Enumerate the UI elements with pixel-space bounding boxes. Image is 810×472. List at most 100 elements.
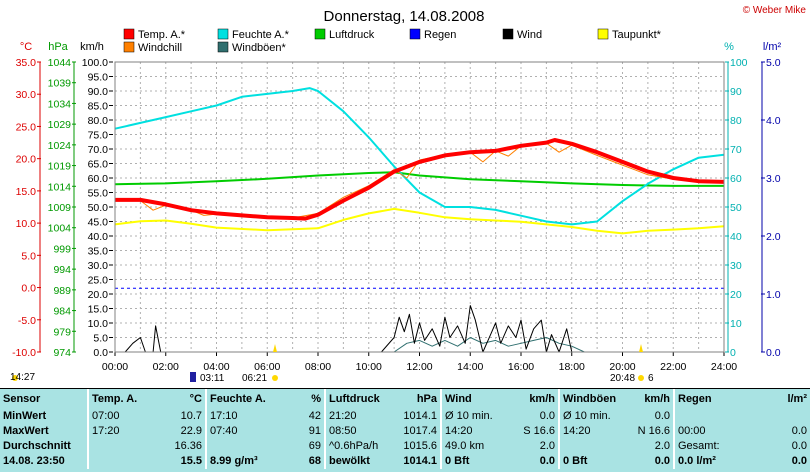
- pressure-tick-label: 1029: [48, 119, 72, 131]
- x-tick-label: 20:00: [609, 361, 635, 373]
- humidity-tick-label: 80: [730, 115, 742, 127]
- stats-cell-press-val: 1017.4: [403, 425, 437, 437]
- moon-left-icon: [12, 375, 18, 381]
- stats-cell-hum-val: 69: [308, 440, 321, 452]
- legend-label: Temp. A.*: [138, 29, 186, 41]
- stats-cell-hum-time: 8.99 g/m³: [205, 454, 268, 469]
- pressure-tick-label: 994: [53, 264, 71, 276]
- chart-grid: [115, 61, 724, 353]
- wind-tick-label: 40.0: [88, 231, 109, 243]
- rain-tick-label: 0.0: [766, 347, 781, 359]
- wind-axis-unit: km/h: [80, 41, 104, 53]
- humidity-tick-label: 0: [730, 347, 736, 359]
- rain-tick-label: 4.0: [766, 115, 781, 127]
- legend-label: Feuchte A.*: [232, 29, 290, 41]
- temp-tick-label: 25.0: [16, 121, 37, 133]
- stats-panel: Sensor Temp. A. °C Feuchte A. % Luftdruc…: [0, 388, 810, 472]
- pressure-tick-label: 1019: [48, 161, 72, 173]
- wind-tick-label: 20.0: [88, 289, 109, 301]
- temp-tick-label: 5.0: [21, 250, 36, 262]
- temp-tick-label: 35.0: [16, 57, 37, 69]
- pressure-tick-label: 1034: [48, 98, 72, 110]
- stats-header-pressure: Luftdruck: [324, 389, 389, 409]
- wind-tick-label: 70.0: [88, 144, 109, 156]
- x-tick-label: 14:00: [457, 361, 483, 373]
- sunrise-time: 06:21: [242, 373, 267, 384]
- sunset-marker-icon: [639, 344, 643, 352]
- pressure-axis-unit: hPa: [48, 41, 68, 53]
- humidity-axis-unit: %: [724, 41, 734, 53]
- stats-cell-rain-val: [734, 409, 810, 424]
- chart-series: [114, 87, 725, 353]
- x-tick-label: 22:00: [660, 361, 686, 373]
- sunrise-marker-icon: [273, 344, 277, 352]
- sunset-icon: [638, 375, 644, 381]
- legend-label: Wind: [517, 29, 542, 41]
- stats-cell-temp-val: 16.36: [174, 440, 202, 452]
- stats-cell-temp-time: [87, 454, 144, 469]
- humidity-tick-label: 40: [730, 231, 742, 243]
- legend-swatch: [217, 28, 229, 40]
- wind-tick-label: 95.0: [88, 72, 109, 84]
- stats-header-pressure-unit: hPa: [416, 393, 437, 405]
- stats-header-temp: Temp. A.: [87, 389, 144, 409]
- rain-tick-label: 3.0: [766, 173, 781, 185]
- wind-tick-label: 55.0: [88, 188, 109, 200]
- legend-swatch: [123, 41, 135, 53]
- x-tick-label: 12:00: [406, 361, 432, 373]
- wind-tick-label: 10.0: [88, 318, 109, 330]
- stats-cell-hum-val: 42: [308, 410, 321, 422]
- pressure-tick-label: 1014: [48, 181, 72, 193]
- stats-header-rain-unit: l/m²: [787, 393, 807, 405]
- stats-row: MaxWert 17:20 22.9 07:40 91 08:50 1017.4 14:20 S…: [0, 424, 810, 439]
- moon-left-time: 14:27: [10, 372, 35, 383]
- humidity-tick-label: 100: [730, 57, 748, 69]
- chart-axes: 00:00 02:00 04:00 06:00 08:00 10:00 12:00 14:00…: [12, 57, 781, 373]
- legend-label: Luftdruck: [329, 29, 375, 41]
- humidity-tick-label: 90: [730, 86, 742, 98]
- stats-cell-hum-time: 07:40: [205, 424, 268, 439]
- pressure-tick-label: 1044: [48, 57, 72, 69]
- x-tick-label: 18:00: [559, 361, 585, 373]
- temp-tick-label: 20.0: [16, 154, 37, 166]
- x-tick-label: 16:00: [508, 361, 534, 373]
- series-line-windböen: [115, 337, 724, 353]
- temp-tick-label: 15.0: [16, 186, 37, 198]
- plot-frame: [114, 61, 725, 353]
- humidity-tick-label: 60: [730, 173, 742, 185]
- humidity-tick-label: 70: [730, 144, 742, 156]
- pressure-tick-label: 1004: [48, 223, 72, 235]
- pressure-tick-label: 989: [53, 285, 71, 297]
- chart-title: Donnerstag, 14.08.2008: [324, 8, 485, 25]
- stats-header-row: Sensor Temp. A. °C Feuchte A. % Luftdruc…: [0, 389, 810, 409]
- stats-cell-temp-time: 17:20: [87, 424, 144, 439]
- legend-swatch: [123, 28, 135, 40]
- humidity-tick-label: 50: [730, 202, 742, 214]
- stats-cell-temp-val: 10.7: [180, 410, 202, 422]
- rain-tick-label: 1.0: [766, 289, 781, 301]
- wind-tick-label: 80.0: [88, 115, 109, 127]
- stats-cell-wind-desc: 0 Bft: [440, 454, 501, 469]
- x-tick-label: 06:00: [254, 361, 280, 373]
- stats-cell-gust-val: 0.0: [654, 410, 670, 422]
- stats-cell-rain-val: 0.0: [791, 455, 807, 467]
- rain-tick-label: 5.0: [766, 57, 781, 69]
- temp-tick-label: 0.0: [21, 283, 36, 295]
- stats-cell-hum-time: 17:10: [205, 409, 268, 424]
- stats-cell-rain-desc: 00:00: [673, 424, 734, 439]
- stats-cell-hum-val: 68: [308, 455, 321, 467]
- wind-tick-label: 0.0: [93, 347, 108, 359]
- stats-cell-label: 14.08. 23:50: [3, 455, 65, 467]
- humidity-tick-label: 20: [730, 289, 742, 301]
- pressure-tick-label: 984: [53, 306, 71, 318]
- stats-cell-press-time: ^0.6hPa/h: [324, 439, 389, 454]
- stats-cell-wind-val: 0.0: [539, 455, 555, 467]
- chart-legend: Temp. A.* Feuchte A.* Luftdruck Regen Wind Ta…: [123, 28, 662, 54]
- credit-text: © Weber Mike: [743, 5, 807, 16]
- stats-header-sensor: Sensor: [3, 393, 41, 405]
- temp-tick-label: 10.0: [16, 218, 37, 230]
- series-line-taupunkt: [114, 207, 725, 235]
- stats-cell-rain-val: 0.0: [791, 440, 807, 452]
- temp-axis-unit: °C: [20, 41, 32, 53]
- stats-header-gust-unit: km/h: [644, 393, 670, 405]
